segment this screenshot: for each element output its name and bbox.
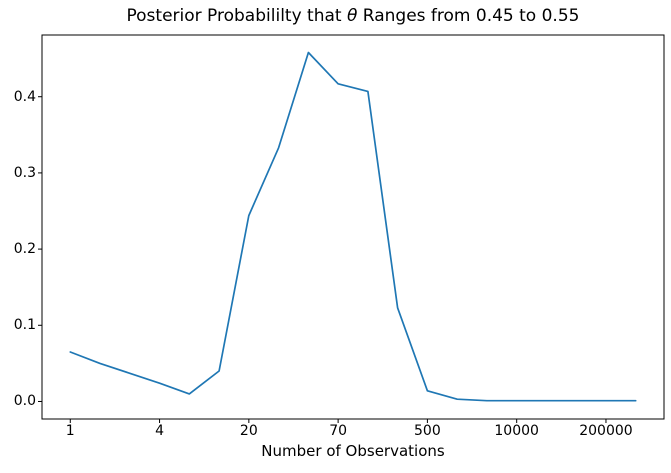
y-tick-label: 0.1: [13, 317, 36, 334]
x-tick-label: 200000: [579, 423, 633, 439]
y-tick-label: 0.4: [13, 88, 36, 105]
y-tick-label: 0.0: [13, 393, 36, 410]
x-tick-marks: [69, 419, 607, 423]
y-tick-label: 0.3: [13, 164, 36, 181]
theta-symbol: θ: [346, 6, 358, 26]
y-tick-label: 0.2: [13, 241, 36, 258]
x-tick-label: 4: [155, 423, 165, 439]
posterior-probability-line: [69, 51, 637, 402]
axes-border: [41, 34, 665, 420]
x-tick-label: 10000: [494, 423, 539, 439]
x-tick-label: 1: [65, 423, 75, 439]
x-tick-label: 500: [414, 423, 441, 439]
chart-title-text: Posterior Probabililty that: [126, 6, 347, 26]
chart-title-text-2: Ranges from 0.45 to 0.55: [357, 6, 580, 26]
x-tick-label: 70: [329, 423, 348, 439]
chart-title: Posterior Probabililty that θ Ranges fro…: [42, 5, 664, 27]
y-tick-marks: [38, 96, 42, 402]
x-tick-label: 20: [239, 423, 258, 439]
x-axis-label: Number of Observations: [261, 442, 445, 460]
